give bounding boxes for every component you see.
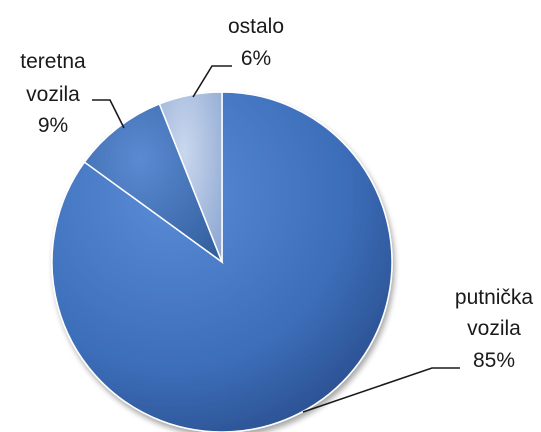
slice-value-ostalo: 6% [241,47,271,70]
svg-text:vozila: vozila [467,317,521,340]
leader-line-ostalo [192,65,232,98]
svg-text:vozila: vozila [26,83,80,106]
slice-label-putnicka-line2: vozila [467,317,521,340]
slice-teretna-vozila [83,102,224,265]
leader-line-putnicka [302,367,460,413]
svg-text:ostalo: ostalo [228,15,284,38]
svg-text:6%: 6% [241,47,271,70]
svg-text:9%: 9% [38,114,68,137]
slice-value-putnicka: 85% [473,349,515,372]
slice-label-teretna-line2: vozila [26,83,80,106]
slice-label-putnicka-line1: putnička [455,286,534,309]
slice-putnicka-vozila [51,91,393,432]
svg-text:85%: 85% [473,349,515,372]
slice-label-teretna-line1: teretna [20,50,86,73]
slice-ostalo [158,91,223,263]
slice-value-teretna: 9% [38,114,68,137]
slice-label-ostalo: ostalo [228,15,284,38]
svg-text:teretna: teretna [20,50,86,73]
leader-line-teretna [92,99,125,129]
svg-text:putnička: putnička [455,286,534,309]
